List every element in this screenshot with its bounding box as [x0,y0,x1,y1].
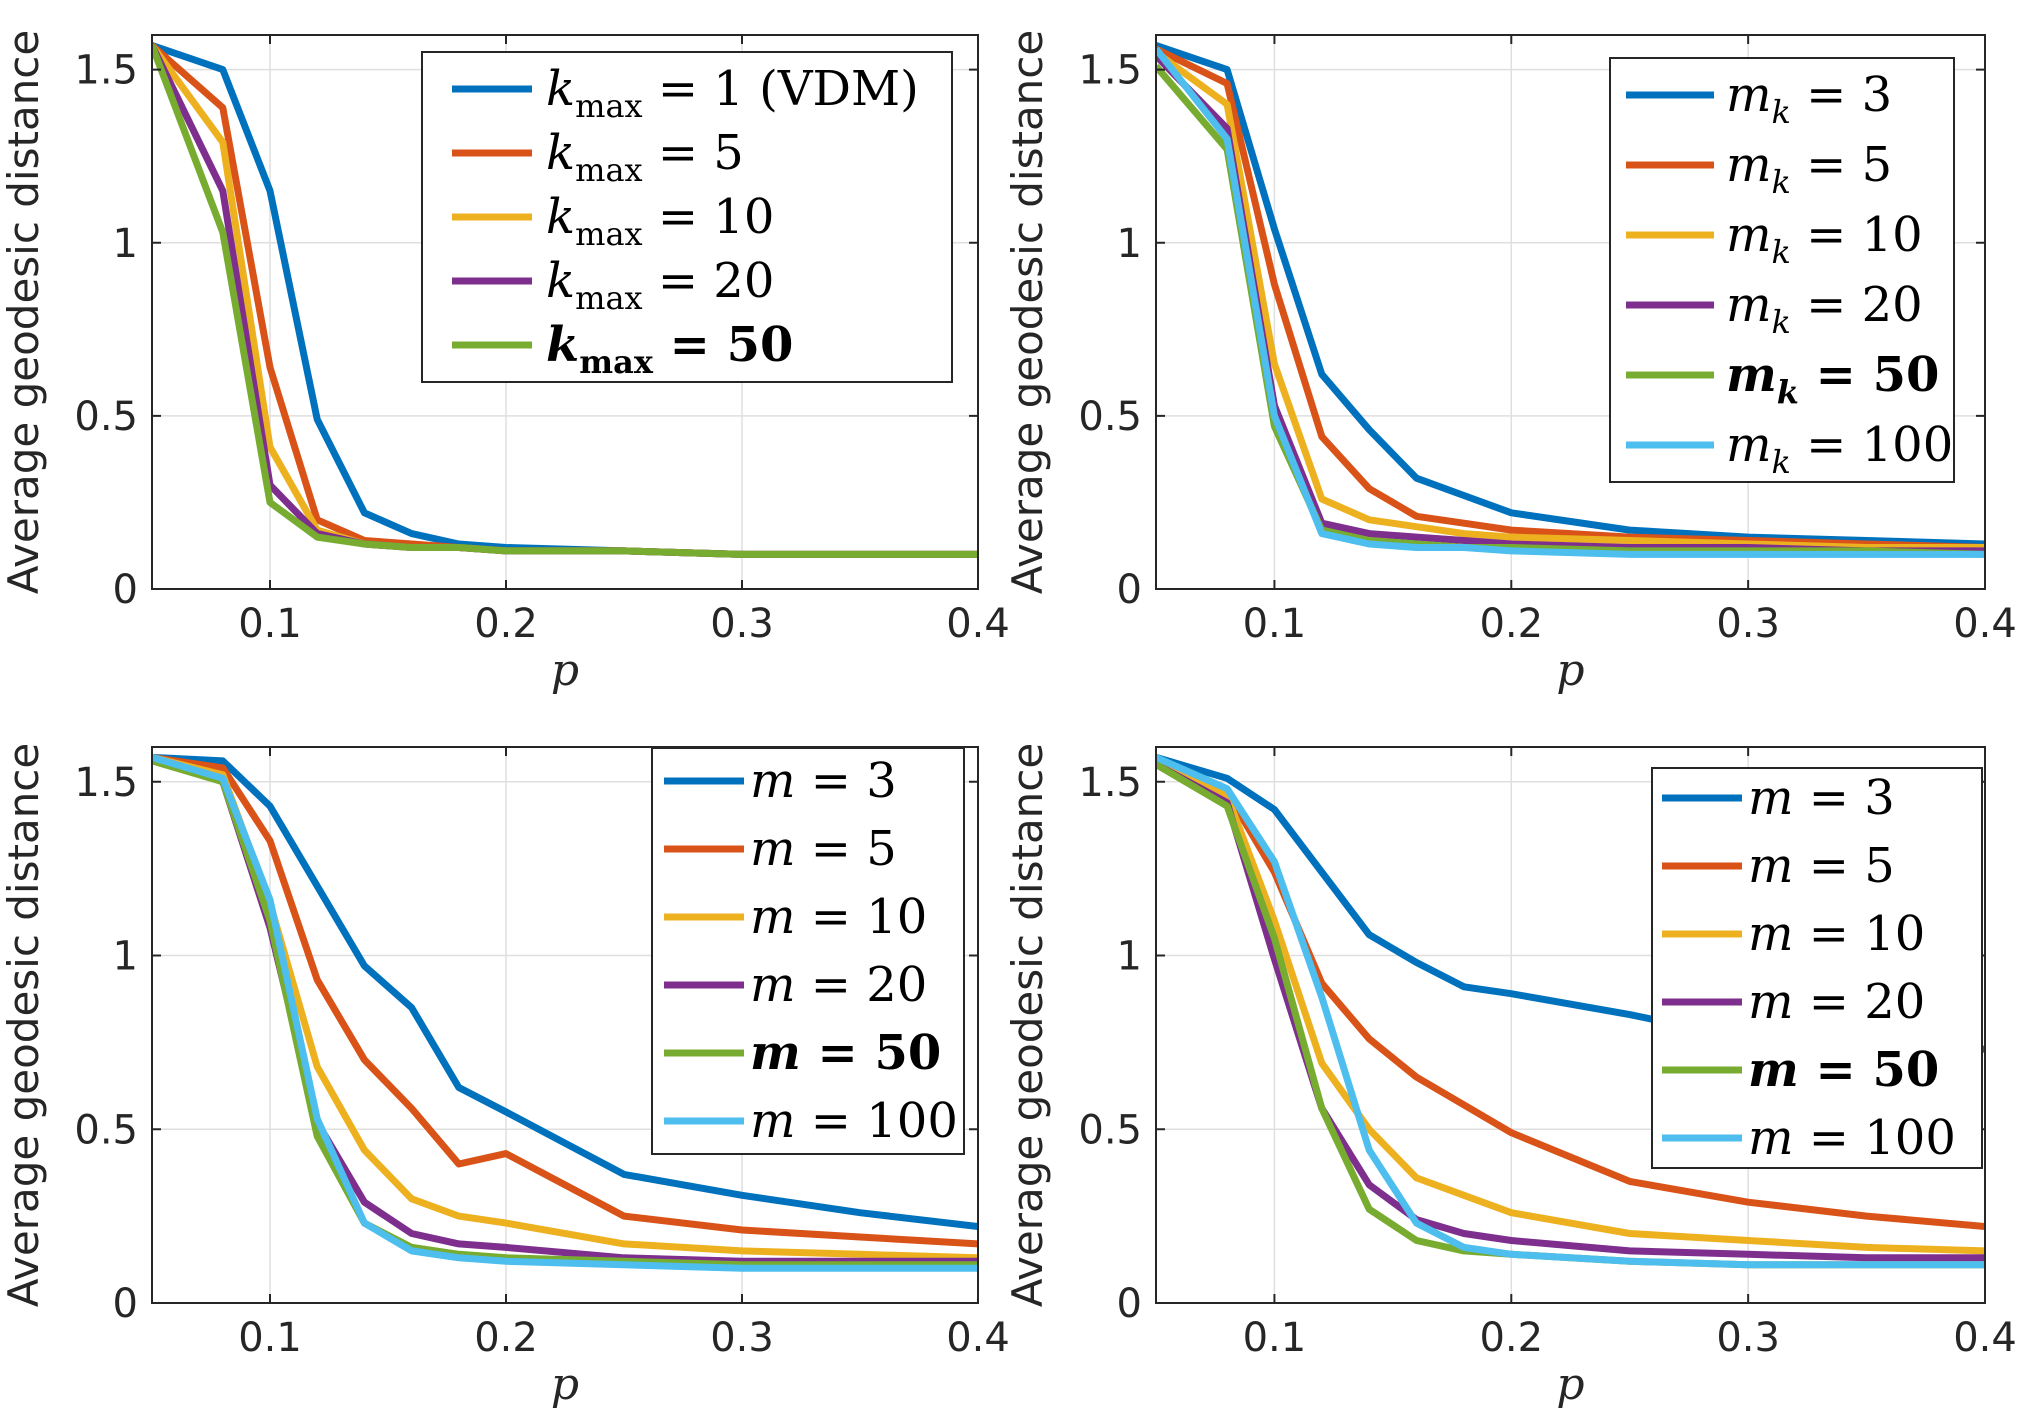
legend-entry: kmax = 50 [546,317,793,381]
series-group [152,42,978,558]
axes-box [1155,34,1986,590]
chart-panel-1: 0.1 0.2 0.3 0.4 0 0.5 1 1.5 Average geodesic dis… [0,30,1010,696]
y-tick-label: 0.5 [74,1107,138,1153]
x-tick-label: 0.2 [1479,1315,1543,1361]
y-tick-label: 1.5 [1078,760,1142,806]
y-tick-label: 0 [1117,567,1142,613]
legend-entry: m = 20 [1748,974,1925,1030]
legend-entry: m = 100 [750,1093,958,1149]
x-tick-label: 0.1 [1243,1315,1307,1361]
legend-entry: mk = 20 [1726,277,1923,341]
chart-panel-2: 0.1 0.2 0.3 0.4 0 0.5 1 1.5 Average geodesic dis… [1003,30,2017,696]
y-tick-label: 0 [113,567,138,613]
legend-entry: m = 20 [750,957,927,1013]
series-line [152,753,978,1248]
x-tick-label: 0.3 [710,1315,774,1361]
x-axis-label: p [551,645,579,696]
x-tick-label: 0.4 [1953,601,2017,647]
legend-entry: kmax = 1 (VDM) [546,61,919,125]
x-tick-label: 0.4 [946,601,1010,647]
legend-entry: mk = 5 [1726,137,1892,201]
series-line [152,753,978,1230]
x-tick-label: 0.3 [1716,601,1780,647]
y-axis-label: Average geodesic distance [1003,30,1052,594]
legend-entry: m = 50 [750,1025,941,1081]
x-tick-label: 0.4 [1953,1315,2017,1361]
x-tick-label: 0.3 [710,601,774,647]
y-axis-label: Average geodesic distance [0,30,48,594]
legend-entry: m = 3 [1748,770,1895,826]
x-tick-label: 0.2 [474,601,538,647]
legend-entry: m = 3 [750,753,897,809]
x-axis-label: p [1556,1359,1584,1410]
legend-box [1651,767,1983,1169]
y-tick-label: 1.5 [1078,48,1142,94]
legend-entry: m = 50 [1748,1042,1939,1098]
legend-entry: m = 10 [750,889,927,945]
x-tick-label: 0.2 [1479,601,1543,647]
series-line [1156,46,1985,558]
y-axis-label: Average geodesic distance [0,743,48,1307]
x-tick-label: 0.2 [474,1315,538,1361]
legend: m = 3 m = 5 m = 10 m = 20 m = 50 m = 100 [651,747,965,1155]
y-tick-label: 1 [1117,934,1142,980]
legend-entry: kmax = 5 [546,125,744,189]
legend-entry: mk = 100 [1726,417,1953,481]
series-group [1156,754,1985,1269]
x-tick-label: 0.1 [238,601,302,647]
y-tick-label: 0.5 [1078,1107,1142,1153]
y-tick-label: 0 [113,1281,138,1327]
legend: m = 3 m = 5 m = 10 m = 20 m = 50 m = 100 [1651,767,1983,1169]
x-axis-label: p [551,1359,579,1410]
y-tick-label: 0 [1117,1281,1142,1327]
y-tick-label: 1 [113,221,138,267]
y-tick-label: 1 [113,934,138,980]
axes-box [1155,746,1986,1304]
x-tick-label: 0.3 [1716,1315,1780,1361]
y-tick-label: 1 [1117,221,1142,267]
axes-box [151,34,979,590]
y-tick-label: 0.5 [74,394,138,440]
legend-entry: kmax = 20 [546,253,774,317]
series-line [1156,757,1985,1255]
series-group [152,753,978,1272]
series-line [1156,754,1985,1269]
x-tick-label: 0.1 [238,1315,302,1361]
legend-box [1609,57,1955,483]
legend-entry: m = 10 [1748,906,1925,962]
series-line [1156,757,1985,1230]
chart-panel-4: 0.1 0.2 0.3 0.4 0 0.5 1 1.5 Average geodesic dis… [1003,743,2017,1410]
legend-entry: kmax = 10 [546,189,774,253]
legend-box [651,747,965,1155]
legend-entry: m = 5 [750,821,897,877]
series-line [1156,761,1985,1262]
legend-entry: m = 100 [1748,1110,1956,1166]
y-tick-label: 1.5 [74,760,138,806]
chart-panel-3: 0.1 0.2 0.3 0.4 0 0.5 1 1.5 Average geodesic dis… [0,743,1010,1410]
series-line [152,44,978,558]
legend-entry: mk = 50 [1726,347,1939,411]
y-axis-label: Average geodesic distance [1003,743,1052,1307]
x-axis-label: p [1556,645,1584,696]
x-tick-label: 0.4 [946,1315,1010,1361]
x-tick-label: 0.1 [1243,601,1307,647]
legend-entry: mk = 10 [1726,207,1923,271]
series-group [1156,42,1985,558]
legend-entry: m = 5 [1748,838,1895,894]
y-tick-label: 0.5 [1078,394,1142,440]
axes-box [151,746,979,1304]
legend-entry: mk = 3 [1726,67,1892,131]
series-line [152,754,978,1272]
y-tick-label: 1.5 [74,48,138,94]
